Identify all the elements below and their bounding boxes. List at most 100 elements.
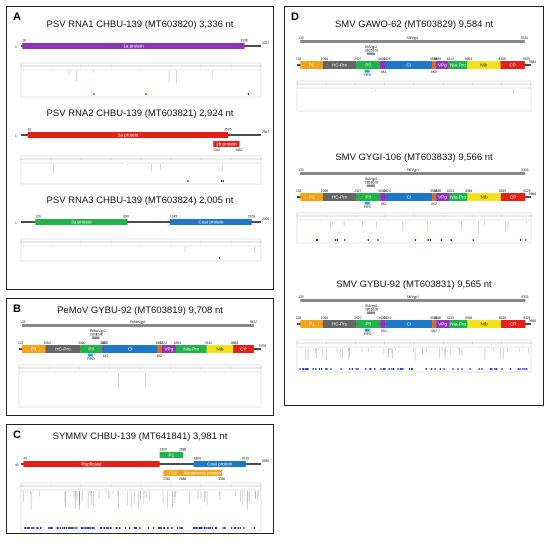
variant-mark-blue <box>134 527 137 529</box>
panel-letter: C <box>13 429 21 441</box>
variant-mark-blue <box>196 527 198 529</box>
end-tick-label: 9708 <box>259 344 266 348</box>
polyprotein-segment <box>101 345 103 353</box>
variant-mark-blue <box>411 368 413 370</box>
segment-label: P3 <box>88 347 94 352</box>
orf-start-coord: 1245 <box>170 215 177 219</box>
polyprotein-segment <box>467 193 501 201</box>
polyprotein-segment <box>322 61 357 69</box>
variant-mark-blue <box>152 527 155 529</box>
poly-end-coord: 9333 <box>521 295 528 299</box>
polyprotein-segment <box>385 193 433 201</box>
segment-label: P3 <box>365 322 371 327</box>
orf-label: 3a protein <box>71 220 92 225</box>
variant-mark-blue <box>201 527 203 529</box>
segment-label: CI <box>128 347 133 352</box>
variant-mark-blue <box>517 368 519 370</box>
polyprotein-segment <box>385 320 433 328</box>
polyprotein-segment <box>448 320 468 328</box>
panel-a: A PSV RNA1 CHBU-139 (MT603820) 3,336 nt … <box>6 6 274 290</box>
segment-label: P3 <box>365 195 371 200</box>
orf-end-coord: 1928 <box>248 215 255 219</box>
poly-start-coord: 133 <box>298 295 304 299</box>
orf-bar <box>27 132 229 138</box>
variant-mark-blue <box>65 527 67 529</box>
orf-bar <box>183 470 223 476</box>
polyprotein-segment <box>356 320 381 328</box>
variant-mark-blue <box>179 527 181 529</box>
variant-mark-blue <box>49 527 51 529</box>
variant-mark-blue <box>223 527 226 529</box>
variant-mark-blue <box>408 368 411 370</box>
segment-boundary-coord: 6964 <box>465 57 472 61</box>
orf-start-coord: 40 <box>23 457 27 461</box>
variant-mark-blue <box>91 527 93 529</box>
variant-mark-blue <box>124 527 127 529</box>
variant-mark-blue <box>367 239 369 241</box>
variant-mark-blue <box>199 527 201 529</box>
gp2-start-coord: 2862 <box>365 49 372 53</box>
variant-mark-blue <box>27 527 29 529</box>
segment-label: NIb <box>480 63 488 68</box>
segment-boundary-coord: 9329 <box>523 189 530 193</box>
orf-end-coord: 2688 <box>179 477 186 481</box>
poly-end-coord: 9422 <box>250 320 257 324</box>
start-tick-label: 133 <box>296 189 302 193</box>
segment-label: CP <box>510 322 516 327</box>
variant-mark-blue <box>230 527 233 529</box>
segment-boundary-coord: 1064 <box>44 341 51 345</box>
polyprotein-segment <box>300 320 323 328</box>
segment-label: P1 <box>309 195 315 200</box>
segment-label: CP <box>509 63 515 68</box>
alignment-track <box>20 482 262 532</box>
pipo-bar <box>364 69 370 73</box>
variant-mark-blue <box>491 368 493 370</box>
polyprotein-segment <box>432 320 437 328</box>
variant-mark-blue <box>399 368 402 370</box>
variant-mark-blue <box>383 368 385 370</box>
variant-mark-blue <box>478 368 480 370</box>
orf-end-coord: 889 <box>123 215 129 219</box>
polyprotein-segment <box>448 61 468 69</box>
gp2-bar <box>91 336 100 339</box>
polyprotein-segment <box>500 193 526 201</box>
polyprotein-segment <box>436 320 449 328</box>
gp2-end-coord: 3108 <box>371 49 378 53</box>
polyprotein-segment <box>500 320 526 328</box>
orf-bar <box>35 219 128 225</box>
poly-start-coord: 133 <box>298 36 304 40</box>
orf-label: Coat protein <box>207 462 232 467</box>
pipo-label: PIPO <box>87 357 95 361</box>
segment-label: HC-Pro <box>332 322 348 327</box>
variant-mark-blue <box>109 527 111 529</box>
gp2-end-coord: 3108 <box>371 308 378 312</box>
polyprotein-segment <box>300 193 323 201</box>
variant-mark-blue <box>214 527 217 529</box>
panel-b: B PeMoV GYBU-92 (MT603819) 9,708 nt PeMo… <box>6 298 274 416</box>
panel-letter: A <box>13 11 21 23</box>
variant-mark-blue <box>83 527 85 529</box>
variant-mark-blue <box>355 368 357 370</box>
polyprotein-segment <box>233 345 254 353</box>
orf-start-coord: 2864 <box>194 457 201 461</box>
polyprotein-bar <box>300 299 526 302</box>
variant-mark-blue <box>222 180 224 182</box>
panel-c: C SYMMV CHBU-139 (MT641841) 3,981 nt 40 3… <box>6 424 274 534</box>
variant-mark-blue <box>524 368 526 370</box>
variant-mark-blue <box>37 527 39 529</box>
polyprotein-segment <box>300 61 323 69</box>
variant-mark-blue <box>209 527 212 529</box>
variant-mark-blue <box>133 527 136 529</box>
start-tick-label: 133 <box>296 57 302 61</box>
variant-mark-blue <box>429 239 432 241</box>
segment-boundary-coord: 5689 <box>434 57 441 61</box>
variant-mark-blue <box>80 527 82 529</box>
variant-mark-blue <box>85 527 87 529</box>
segment-boundary-coord: 5528 <box>430 316 437 320</box>
variant-mark-blue <box>116 527 118 529</box>
variant-mark-blue <box>344 239 346 241</box>
segment-label: CI <box>407 322 412 327</box>
variant-mark-blue <box>28 527 30 529</box>
gp2-end-coord: 3108 <box>371 181 378 185</box>
